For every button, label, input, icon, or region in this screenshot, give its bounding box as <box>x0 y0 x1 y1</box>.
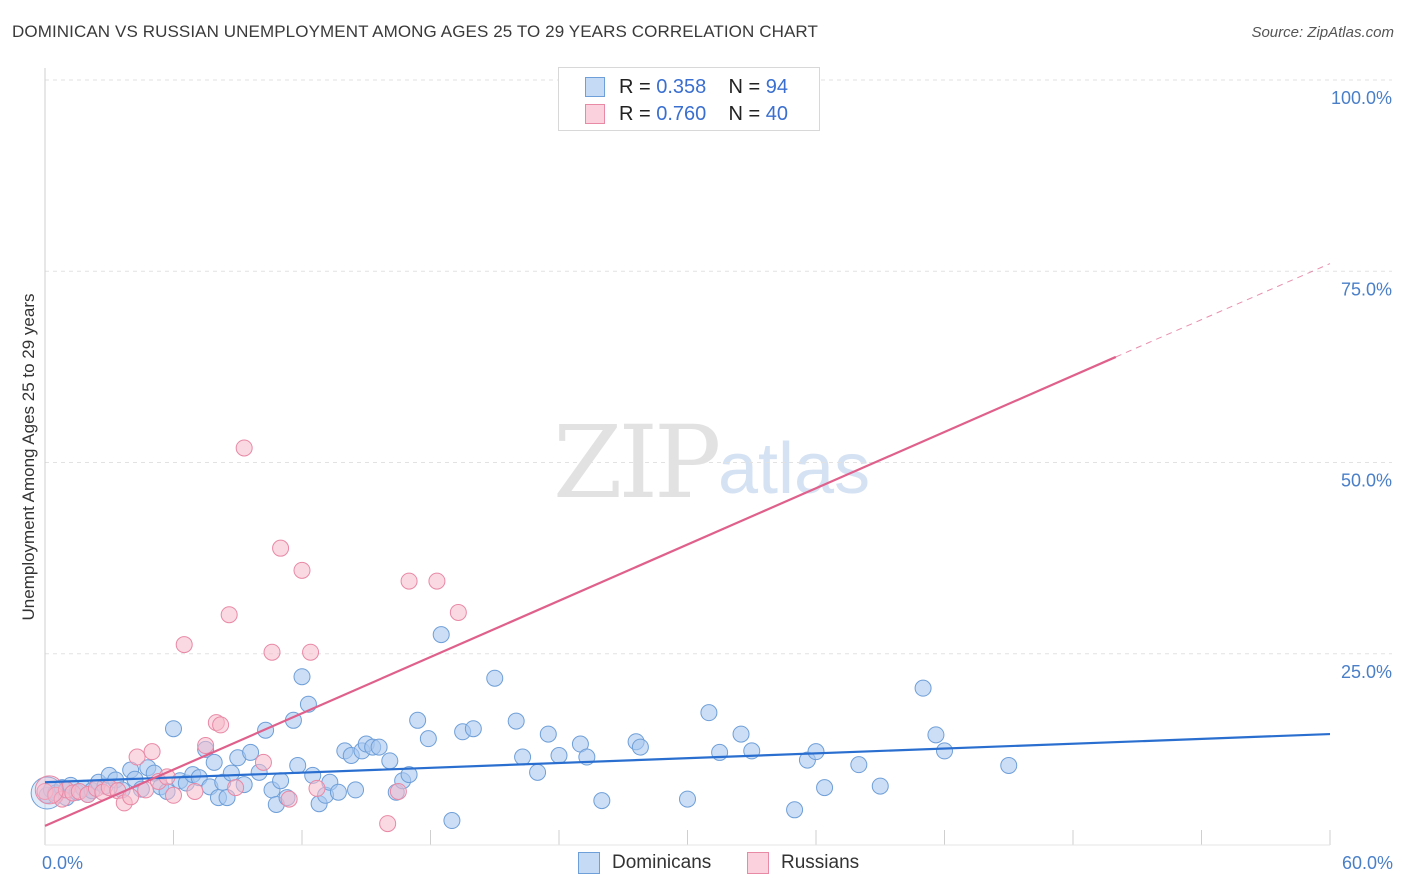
legend-r-value: 0.358 <box>656 75 707 98</box>
legend-label-dominicans: Dominicans <box>612 852 712 873</box>
dominican-point <box>507 712 525 730</box>
russian-point <box>128 748 146 766</box>
dominican-point <box>700 704 718 722</box>
dominican-point <box>927 726 945 744</box>
dominican-point <box>850 756 868 774</box>
dominican-point <box>486 669 504 687</box>
dominican-point <box>539 725 557 743</box>
russian-point <box>272 539 290 557</box>
y-tick-label: 100.0% <box>1331 88 1392 108</box>
russian-point <box>254 753 272 771</box>
russian-point <box>308 779 326 797</box>
y-tick-label: 50.0% <box>1341 471 1392 491</box>
series-legend: Dominicans Russians <box>0 852 1406 878</box>
chart-title: DOMINICAN VS RUSSIAN UNEMPLOYMENT AMONG … <box>12 22 818 41</box>
dominican-point <box>432 626 450 644</box>
dominican-point <box>443 812 461 830</box>
dominican-point <box>400 766 418 784</box>
dominican-point <box>165 720 182 738</box>
axes <box>44 68 1331 846</box>
dominican-point <box>807 743 825 761</box>
russian-point <box>186 782 204 800</box>
dominican-point <box>347 781 365 799</box>
dominican-point <box>381 752 399 770</box>
dominican-point <box>550 746 568 764</box>
correlation-legend: R = 0.358 N = 94 R = 0.760 N = 40 <box>558 67 820 131</box>
dominican-point <box>293 668 311 686</box>
russian-point <box>400 572 418 590</box>
russian-point <box>165 786 182 804</box>
russian-point <box>197 737 215 755</box>
dominican-point <box>529 763 547 781</box>
dominican-point <box>419 730 437 748</box>
russian-point <box>263 643 281 661</box>
legend-r-value: 0.760 <box>656 102 707 125</box>
dominican-point <box>272 772 290 790</box>
legend-n-label: N = <box>728 75 761 98</box>
russian-point <box>34 775 64 805</box>
legend-row-russians: R = 0.760 N = 40 <box>585 101 788 127</box>
russian-point <box>302 643 320 661</box>
x-tick-label: 60.0% <box>1342 853 1393 873</box>
source-label: Source: ZipAtlas.com <box>1251 24 1394 41</box>
legend-n-label: N = <box>728 102 761 125</box>
dominican-point <box>631 738 649 756</box>
russian-point <box>143 743 161 761</box>
russian-point <box>227 779 245 797</box>
x-tick-label: 0.0% <box>42 853 83 873</box>
russian-point <box>379 815 397 833</box>
dominican-point <box>593 792 611 810</box>
russian-point <box>293 561 311 579</box>
legend-label-russians: Russians <box>781 852 860 873</box>
dominican-point <box>816 779 834 797</box>
gridlines <box>45 79 1392 655</box>
trend-lines <box>44 263 1331 827</box>
dominican-point <box>205 753 223 771</box>
russian-trend-extension <box>1115 263 1331 358</box>
dominican-point <box>732 725 750 743</box>
dominican-swatch <box>578 852 600 874</box>
russian-swatch <box>585 104 605 124</box>
russian-point <box>220 606 238 624</box>
dominican-point <box>514 748 532 766</box>
dominican-point <box>1000 756 1018 774</box>
russian-point <box>449 603 467 621</box>
dominican-trend-line <box>44 732 1331 784</box>
dominican-point <box>914 679 932 697</box>
legend-row-dominicans: R = 0.358 N = 94 <box>585 74 788 100</box>
russian-point <box>175 636 193 654</box>
dominican-point <box>409 711 427 729</box>
axis-labels: 25.0% 50.0% 75.0% 100.0% 0.0% 60.0% Unemployme… <box>19 88 1393 873</box>
dominican-point <box>222 764 240 782</box>
y-axis-title: Unemployment Among Ages 25 to 29 years <box>19 294 38 621</box>
legend-n-value: 40 <box>765 102 789 125</box>
russian-swatch <box>747 852 769 874</box>
y-tick-label: 75.0% <box>1341 279 1392 299</box>
russian-trend-line <box>44 355 1117 827</box>
dominican-swatch <box>585 77 605 97</box>
dominican-point <box>242 743 260 761</box>
dominican-point <box>679 790 696 808</box>
russian-points <box>34 71 622 833</box>
dominican-point <box>464 720 482 738</box>
dominican-point <box>289 756 307 774</box>
russian-point <box>428 572 446 590</box>
dominican-point <box>370 738 388 756</box>
legend-n-value: 94 <box>765 75 789 98</box>
legend-r-label: R = <box>619 102 651 125</box>
russian-point <box>235 439 253 457</box>
russian-point <box>280 790 298 808</box>
dominican-point <box>871 777 889 795</box>
russian-point <box>212 716 230 734</box>
dominican-point <box>786 801 804 819</box>
dominican-point <box>329 783 347 801</box>
legend-item-russians[interactable]: Russians <box>747 852 859 874</box>
dominican-point <box>936 742 953 760</box>
legend-item-dominicans[interactable]: Dominicans <box>578 852 711 874</box>
watermark-atlas: atlas <box>718 429 871 509</box>
russian-point <box>389 782 407 800</box>
y-tick-label: 25.0% <box>1341 662 1392 682</box>
legend-r-label: R = <box>619 75 651 98</box>
